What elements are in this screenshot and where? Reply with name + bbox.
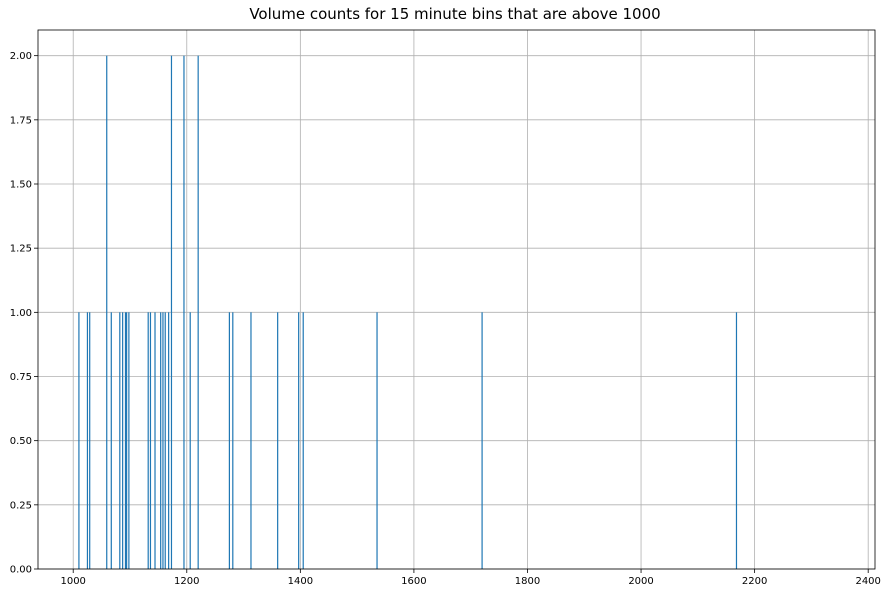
histogram-bar [89, 312, 91, 569]
histogram-bar [189, 312, 191, 569]
histogram-bar [168, 312, 170, 569]
histogram-bar [170, 55, 173, 569]
histogram-bar [110, 312, 112, 569]
histogram-bars [78, 55, 738, 569]
histogram-bar [124, 312, 127, 569]
y-axis-ticks: 0.00 0.25 0.50 0.75 1.00 1.25 1.50 1.75 2.00 [10, 51, 38, 576]
y-tick-label: 0.00 [10, 565, 32, 576]
histogram-bar [119, 312, 121, 569]
histogram-bar [277, 312, 279, 569]
histogram-bar [376, 312, 378, 569]
x-tick-label: 1600 [401, 576, 426, 587]
histogram-bar [106, 55, 108, 569]
x-tick-label: 1800 [515, 576, 540, 587]
y-tick-label: 0.50 [10, 436, 32, 447]
y-tick-label: 0.75 [10, 372, 32, 383]
y-tick-label: 1.00 [10, 308, 32, 319]
plot-frame [37, 29, 876, 570]
histogram-bar [250, 312, 252, 569]
histogram-bar [78, 312, 80, 569]
chart-title: Volume counts for 15 minute bins that ar… [249, 5, 660, 23]
y-tick-label: 2.00 [10, 51, 32, 62]
y-tick-label: 1.25 [10, 244, 32, 255]
axes [37, 29, 876, 570]
histogram-bar [160, 312, 162, 569]
x-tick-label: 2000 [628, 576, 653, 587]
histogram-bar [126, 312, 128, 569]
y-tick-label: 1.50 [10, 180, 32, 191]
x-tick-label: 1400 [288, 576, 313, 587]
x-tick-label: 1000 [60, 576, 85, 587]
histogram-bar [154, 312, 156, 569]
histogram-bar [197, 55, 199, 569]
histogram-bar [164, 312, 166, 569]
x-tick-label: 2200 [742, 576, 767, 587]
histogram-bar [183, 55, 185, 569]
histogram-bar [149, 312, 152, 569]
histogram-bar [228, 312, 230, 569]
grid [38, 30, 875, 570]
histogram-bar [128, 312, 130, 569]
histogram-bar [298, 312, 300, 569]
histogram-bar [122, 312, 124, 569]
x-tick-label: 2400 [855, 576, 880, 587]
histogram-bar [232, 312, 234, 569]
histogram-bar [302, 312, 304, 569]
y-tick-label: 0.25 [10, 500, 32, 511]
x-tick-label: 1200 [174, 576, 199, 587]
histogram-bar [147, 312, 149, 569]
histogram-bar [735, 312, 738, 569]
x-axis-ticks: 1000 1200 1400 1600 1800 2000 2200 2400 [60, 569, 881, 587]
y-tick-label: 1.75 [10, 115, 32, 126]
histogram-bar [86, 312, 89, 569]
histogram-bar [481, 312, 483, 569]
histogram-bar [162, 312, 164, 569]
